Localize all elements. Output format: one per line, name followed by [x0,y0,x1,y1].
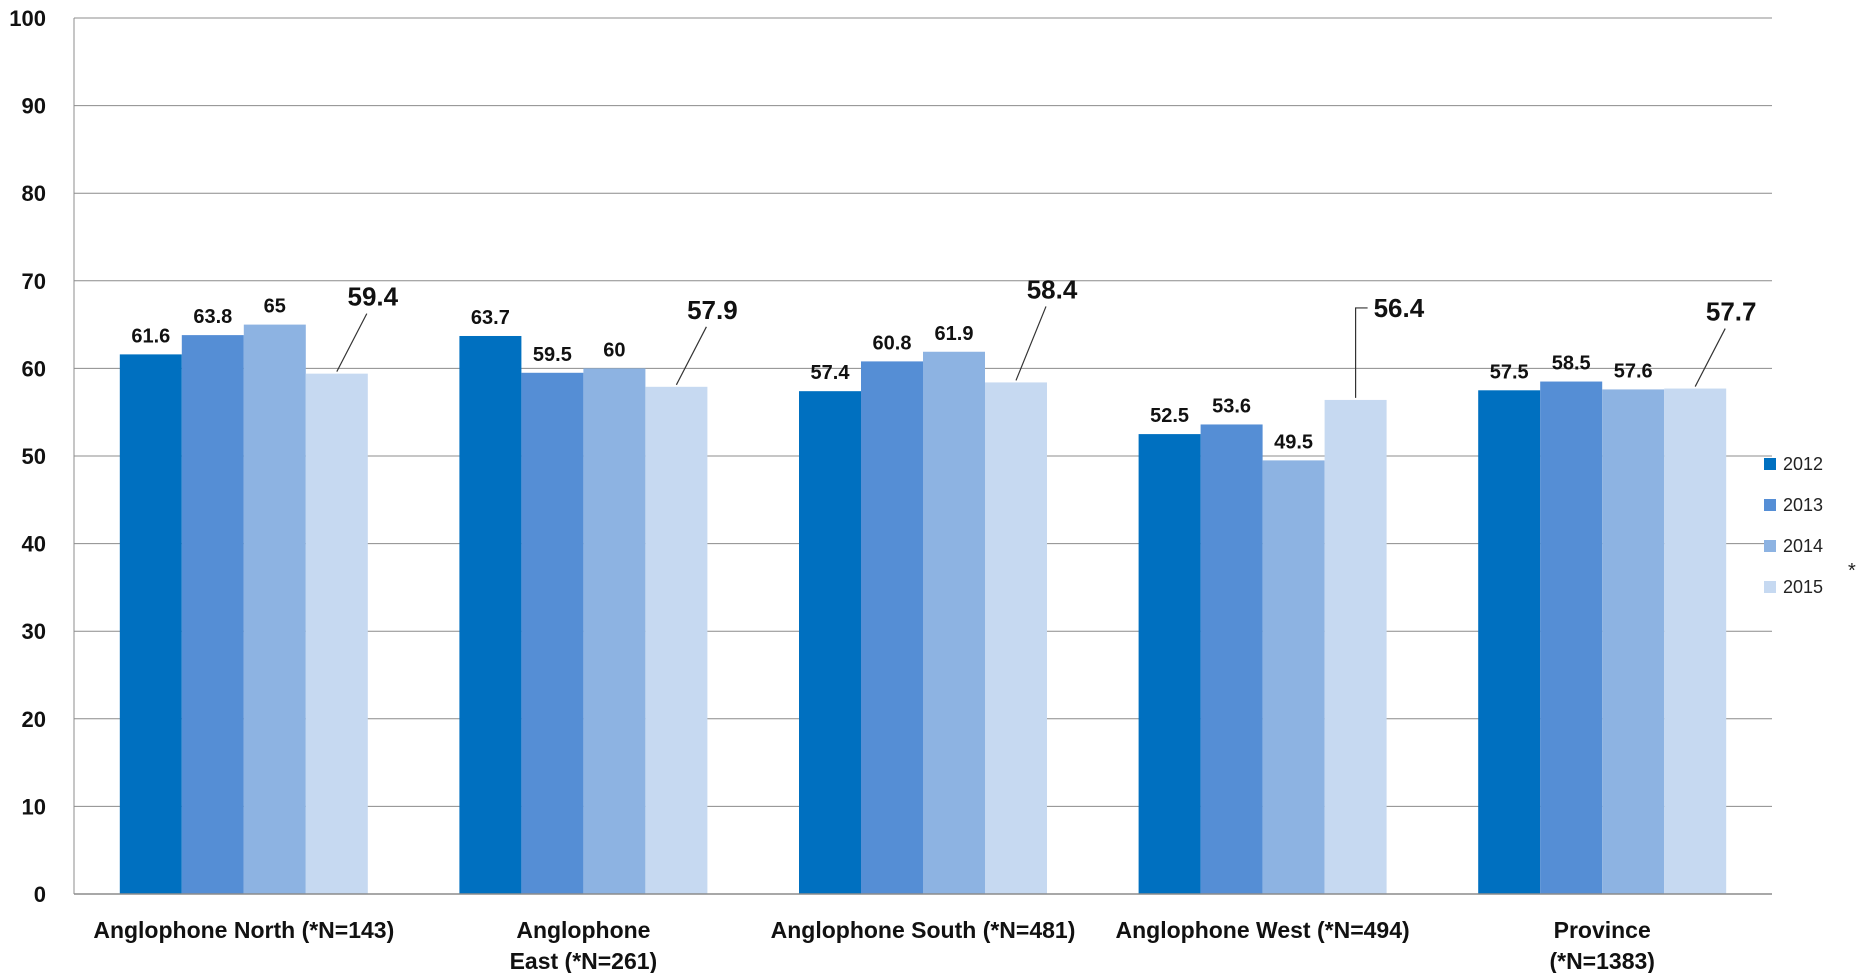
data-label: 63.8 [193,306,232,328]
y-tick-label: 10 [22,794,46,819]
bar-2012-3 [1138,434,1201,894]
bar-2015-3 [1324,399,1387,894]
x-category-label: Province [1554,917,1651,943]
axes [73,18,1772,895]
data-label: 57.6 [1614,360,1653,382]
bar-2014-3 [1262,460,1325,894]
data-label: 59.5 [533,344,572,366]
leader-line [1354,307,1368,398]
y-tick-label: 40 [22,532,46,557]
bar-2014-4 [1602,389,1665,894]
x-category-label: Anglophone South (*N=481) [771,917,1076,943]
legend-swatch-2015 [1764,581,1776,593]
bar-2013-2 [861,361,923,895]
data-label: 61.9 [935,323,974,345]
legend-footnote-marker: * [1848,560,1856,582]
bar-2015-4 [1664,388,1727,894]
bar-2015-2 [985,382,1047,894]
y-axis-tick-labels: 0 10 20 30 40 50 60 70 80 90 100 [9,6,46,907]
bar-2015-0 [305,373,368,894]
data-label: 57.4 [811,362,851,384]
data-label: 60 [603,339,625,361]
y-tick-label: 20 [22,707,46,732]
label-leader-lines [336,306,1726,398]
legend-label: 2014 [1783,536,1823,556]
x-category-label: Anglophone North (*N=143) [93,917,394,943]
bar-2012-0 [119,354,182,894]
leader-line [1015,306,1047,381]
data-labels: 61.6 63.8 65 59.4 63.7 59.5 60 57.9 57.4 60.8 61.9… [131,274,1756,453]
data-label: 57.5 [1490,361,1529,383]
y-tick-label: 60 [22,356,46,381]
data-label: 57.9 [687,295,738,325]
bar-2012-4 [1478,390,1541,894]
x-category-label: Anglophone West (*N=494) [1116,917,1410,943]
legend-swatch-2012 [1764,458,1776,470]
data-label: 53.6 [1212,395,1251,417]
bar-2015-1 [645,386,708,894]
legend-swatch-2013 [1764,499,1776,511]
leader-line [1694,328,1726,387]
data-label: 56.4 [1374,293,1425,323]
y-tick-label: 70 [22,269,46,294]
y-tick-label: 80 [22,181,46,206]
y-tick-label: 50 [22,444,46,469]
data-label: 59.4 [347,282,398,312]
data-label: 58.4 [1027,274,1078,304]
y-tick-label: 100 [9,6,46,31]
leader-line [675,326,707,386]
legend-label: 2015 [1783,577,1823,597]
y-tick-label: 90 [22,94,46,119]
data-label: 65 [264,296,286,318]
y-tick-label: 30 [22,619,46,644]
data-label: 60.8 [873,332,912,354]
bar-2012-2 [799,391,861,894]
bar-2014-2 [923,351,985,895]
bar-2014-1 [583,368,646,894]
legend-label: 2012 [1783,454,1823,474]
data-label: 58.5 [1552,353,1591,375]
legend-label: 2013 [1783,495,1823,515]
x-category-label: (*N=1383) [1549,948,1654,973]
data-label: 57.7 [1706,297,1757,327]
x-axis-category-labels: Anglophone North (*N=143) Anglophone East … [93,917,1655,973]
data-label: 52.5 [1150,405,1189,427]
x-category-label: East (*N=261) [510,948,658,973]
data-label: 63.7 [471,307,510,329]
bar-2012-1 [459,335,522,894]
bar-2013-3 [1200,424,1263,894]
bar-2013-4 [1540,381,1603,894]
bars [119,324,1727,895]
bar-2014-0 [243,324,306,895]
data-label: 61.6 [131,325,170,347]
bar-2013-0 [181,335,244,894]
legend: 2012 2013 2014 2015 * [1764,454,1856,597]
leader-line [336,313,368,372]
data-label: 49.5 [1274,431,1313,453]
legend-swatch-2014 [1764,540,1776,552]
y-tick-label: 0 [34,882,46,907]
x-category-label: Anglophone [516,917,650,943]
bar-2013-1 [521,372,584,894]
